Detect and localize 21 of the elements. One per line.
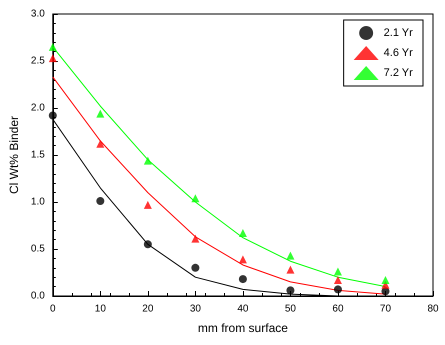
y-tick-label: 3.0 — [30, 8, 46, 20]
y-tick-label: 1.5 — [30, 150, 46, 160]
y-tick-label: 1.0 — [30, 196, 46, 208]
legend-label: 7.2 Yr — [384, 67, 414, 79]
y-axis-title: Cl Wt% Binder — [7, 116, 21, 194]
x-tick-label: 0 — [50, 304, 56, 314]
x-tick-label: 80 — [427, 304, 439, 314]
x-tick-label: 70 — [380, 304, 392, 314]
x-tick-label: 20 — [142, 304, 154, 314]
x-tick-label: 60 — [332, 304, 344, 314]
x-axis-title: mm from surface — [198, 321, 288, 335]
x-tick-label: 50 — [284, 304, 296, 314]
legend-label: 4.6 Yr — [384, 47, 414, 59]
y-tick-label: 0.0 — [30, 290, 46, 302]
y-tick-label: 2.5 — [30, 56, 46, 66]
x-tick-label: 40 — [237, 304, 249, 314]
x-tick-label: 30 — [190, 304, 202, 314]
y-tick-label: 0.5 — [30, 244, 46, 254]
x-tick-label: 10 — [94, 304, 106, 314]
y-tick-label: 2.0 — [30, 102, 46, 114]
legend-label: 2.1 Yr — [384, 27, 414, 39]
